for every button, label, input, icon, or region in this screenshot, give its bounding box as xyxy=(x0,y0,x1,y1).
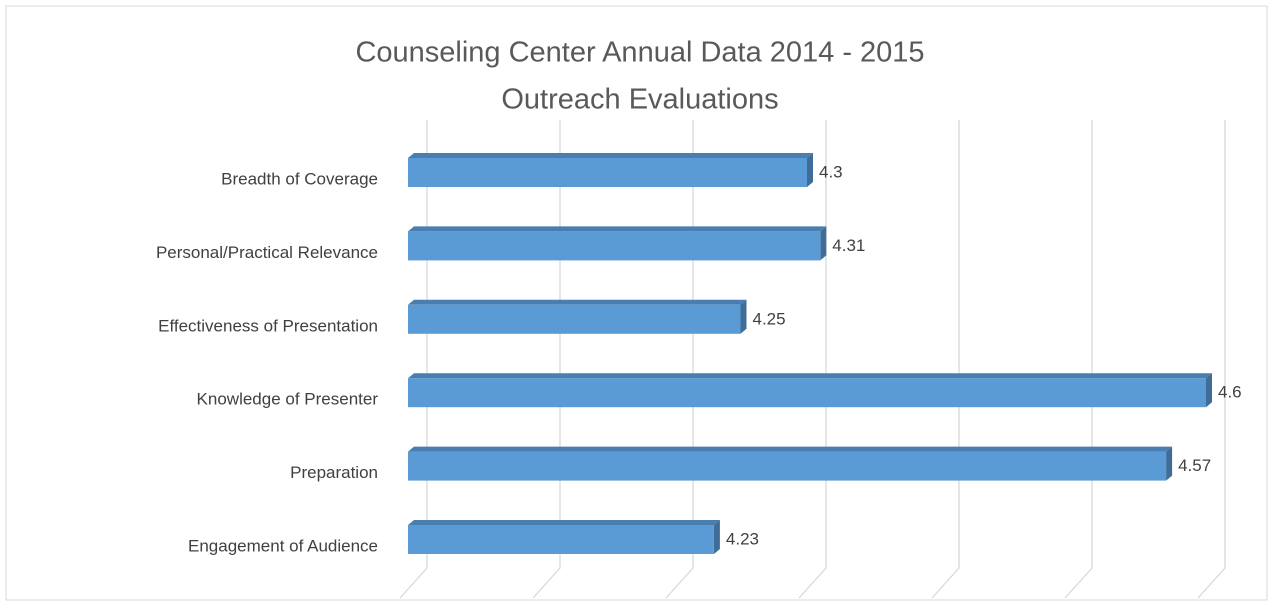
data-label: 4.23 xyxy=(726,529,759,548)
data-label: 4.25 xyxy=(753,309,786,328)
bar xyxy=(408,378,1206,408)
chart-subtitle: Outreach Evaluations xyxy=(501,84,778,116)
bar xyxy=(408,525,714,554)
data-label: 4.6 xyxy=(1218,383,1242,402)
bar-top xyxy=(408,520,720,525)
grid-line xyxy=(665,120,694,599)
grid-line xyxy=(1197,120,1226,599)
grid-line xyxy=(798,120,827,599)
bar-top xyxy=(408,373,1212,379)
bar-top xyxy=(408,153,813,158)
grid-line xyxy=(399,120,428,599)
bar xyxy=(408,158,807,187)
grid-line xyxy=(532,120,561,599)
y-tick-label: Knowledge of Presenter xyxy=(197,390,379,409)
y-tick-label: Breadth of Coverage xyxy=(221,169,378,188)
data-label: 4.57 xyxy=(1178,456,1211,475)
bar-side xyxy=(820,226,827,261)
bar xyxy=(408,451,1167,481)
bar-top xyxy=(408,226,827,232)
grid-line xyxy=(1064,120,1093,599)
grid-line xyxy=(931,120,960,599)
y-tick-label: Personal/Practical Relevance xyxy=(156,243,378,262)
bar-side xyxy=(740,299,747,334)
y-tick-label: Engagement of Audience xyxy=(188,536,378,555)
y-tick-label: Preparation xyxy=(290,463,378,482)
bar-side xyxy=(807,153,813,187)
data-label: 4.31 xyxy=(832,236,865,255)
bar-top xyxy=(408,299,747,305)
bar-side xyxy=(713,520,720,554)
bar xyxy=(408,304,741,334)
bar-side xyxy=(1206,373,1212,408)
data-label: 4.3 xyxy=(819,162,843,181)
bar xyxy=(408,231,821,261)
y-tick-label: Effectiveness of Presentation xyxy=(158,316,378,335)
bar-side xyxy=(1166,446,1173,481)
bar-top xyxy=(408,446,1173,452)
chart-title: Counseling Center Annual Data 2014 - 201… xyxy=(355,37,924,69)
